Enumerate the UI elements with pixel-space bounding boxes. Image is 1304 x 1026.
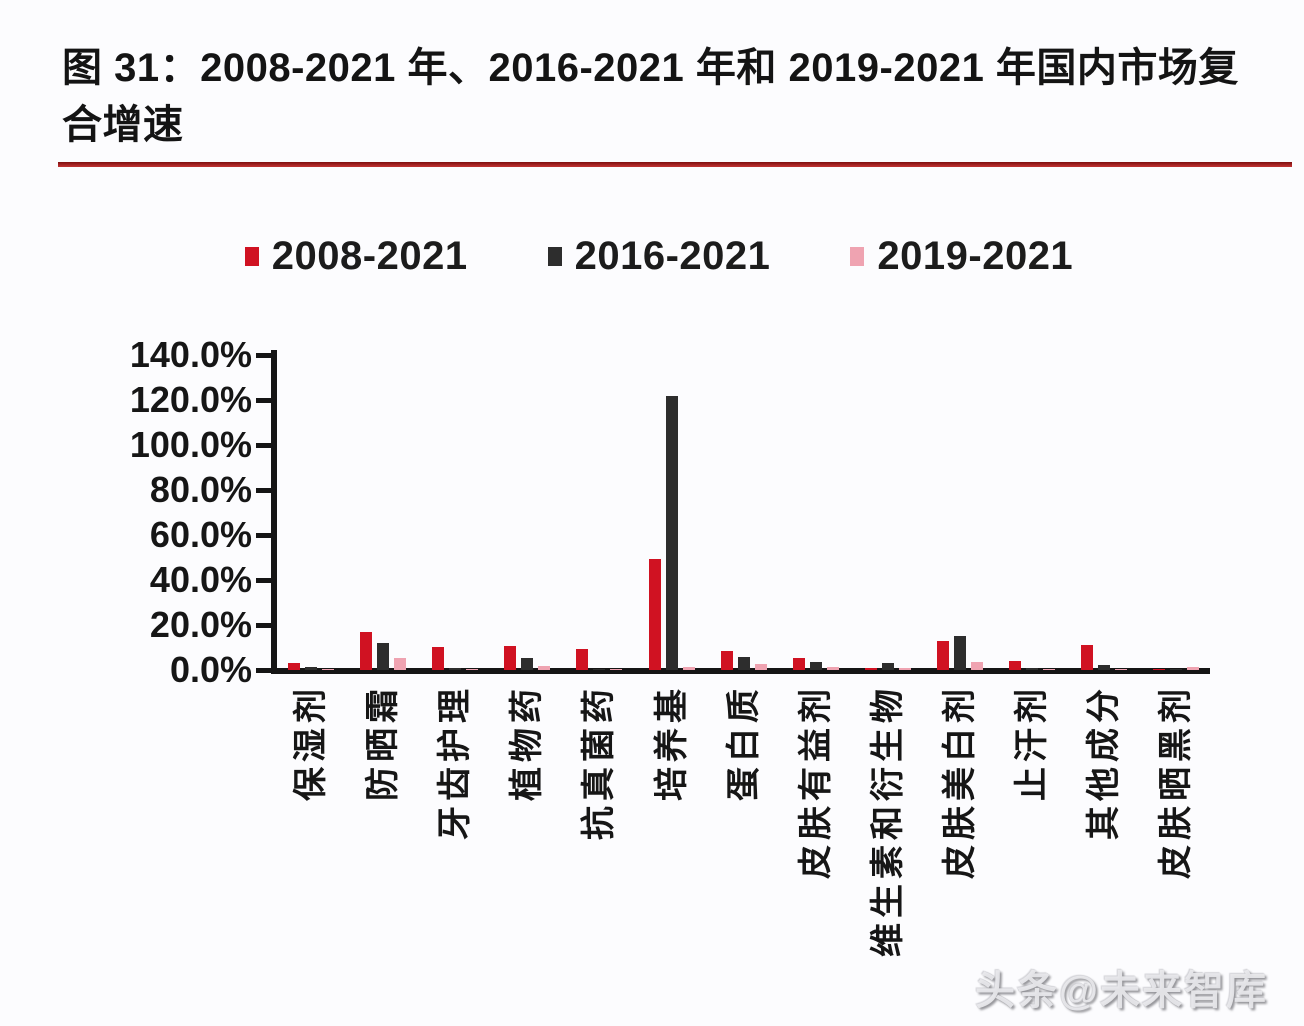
y-axis-label: 140.0% bbox=[129, 334, 252, 375]
bar-2008-2021 bbox=[864, 668, 877, 670]
figure-title-line2: 合增速 bbox=[62, 103, 184, 147]
bar-2019-2021 bbox=[538, 665, 551, 670]
y-axis-label: 120.0% bbox=[129, 379, 252, 420]
y-axis-tick bbox=[256, 398, 272, 403]
x-axis-label: 皮肤晒黑剂 bbox=[1157, 684, 1196, 879]
y-axis-tick bbox=[256, 578, 272, 583]
figure-title-line1: 图 31：2008-2021 年、2016-2021 年和 2019-2021 … bbox=[62, 46, 1239, 90]
y-axis-tick bbox=[256, 353, 272, 358]
y-axis-label: 60.0% bbox=[149, 514, 252, 555]
x-axis-label: 植物药 bbox=[508, 684, 547, 801]
legend-item-2016-2021: 2016-2021 bbox=[547, 233, 771, 279]
y-axis-line bbox=[271, 350, 277, 674]
bar-2008-2021 bbox=[504, 645, 517, 670]
bar-2019-2021 bbox=[322, 668, 334, 670]
chart-legend: 2008-2021 2016-2021 2019-2021 bbox=[0, 228, 1304, 284]
bar-2016-2021 bbox=[953, 636, 966, 670]
bar-2016-2021 bbox=[377, 643, 390, 670]
legend-label: 2008-2021 bbox=[271, 233, 468, 278]
legend-label: 2016-2021 bbox=[574, 233, 771, 278]
bar-2016-2021 bbox=[305, 667, 317, 670]
y-axis-tick bbox=[256, 488, 272, 493]
bar-2016-2021 bbox=[1170, 669, 1183, 670]
bar-2008-2021 bbox=[1081, 645, 1094, 670]
bar-2016-2021 bbox=[809, 662, 822, 670]
x-axis-label: 保湿剂 bbox=[292, 684, 330, 801]
y-axis-tick bbox=[256, 533, 272, 538]
bar-2019-2021 bbox=[754, 664, 767, 670]
y-axis-label: 100.0% bbox=[129, 424, 252, 465]
y-axis-tick bbox=[256, 443, 272, 448]
bar-2019-2021 bbox=[970, 662, 983, 670]
bar-2019-2021 bbox=[1187, 666, 1200, 670]
x-axis-line bbox=[271, 668, 1210, 674]
y-axis-tick bbox=[256, 623, 272, 628]
legend-label: 2019-2021 bbox=[877, 233, 1074, 278]
x-axis-label: 维生素和衍生物 bbox=[868, 684, 907, 957]
legend-item-2019-2021: 2019-2021 bbox=[850, 234, 1073, 279]
bar-2019-2021 bbox=[1115, 669, 1128, 670]
bar-2008-2021 bbox=[720, 650, 733, 670]
bar-2008-2021 bbox=[936, 640, 949, 670]
y-axis-label: 0.0% bbox=[169, 649, 252, 690]
bar-2016-2021 bbox=[1026, 668, 1038, 670]
y-axis-tick bbox=[256, 668, 272, 673]
bar-2008-2021 bbox=[432, 646, 445, 670]
bar-2019-2021 bbox=[394, 657, 407, 670]
bar-2016-2021 bbox=[665, 395, 678, 670]
bar-2019-2021 bbox=[466, 669, 479, 670]
bar-2008-2021 bbox=[288, 663, 300, 670]
x-axis-label: 培养基 bbox=[652, 684, 691, 801]
x-axis-label: 皮肤有益剂 bbox=[796, 684, 835, 879]
bar-2008-2021 bbox=[1009, 661, 1021, 670]
title-underline bbox=[58, 162, 1292, 167]
bar-2008-2021 bbox=[792, 658, 805, 670]
legend-swatch-black bbox=[547, 246, 562, 266]
bar-2008-2021 bbox=[576, 649, 589, 670]
bar-2019-2021 bbox=[826, 666, 839, 670]
legend-item-2008-2021: 2008-2021 bbox=[244, 233, 468, 279]
bar-2008-2021 bbox=[360, 631, 373, 670]
bar-2019-2021 bbox=[898, 667, 911, 670]
x-axis-label: 抗真菌药 bbox=[580, 684, 619, 840]
bar-2016-2021 bbox=[881, 663, 894, 670]
x-axis-label: 防晒霜 bbox=[364, 684, 403, 801]
x-axis-label: 其他成分 bbox=[1085, 684, 1124, 840]
x-axis-label: 牙齿护理 bbox=[436, 684, 475, 840]
legend-swatch-pink bbox=[850, 246, 865, 266]
bar-2019-2021 bbox=[610, 669, 623, 670]
bar-2016-2021 bbox=[1098, 665, 1111, 670]
x-axis-label: 皮肤美白剂 bbox=[940, 684, 979, 879]
bar-2019-2021 bbox=[1043, 669, 1055, 670]
x-axis-label: 止汗剂 bbox=[1013, 684, 1051, 801]
bar-2016-2021 bbox=[521, 658, 534, 670]
bar-2019-2021 bbox=[682, 666, 695, 670]
bar-2016-2021 bbox=[593, 668, 606, 670]
legend-swatch-red bbox=[244, 246, 259, 266]
y-axis-label: 40.0% bbox=[149, 559, 252, 600]
bar-2016-2021 bbox=[449, 668, 462, 670]
bar-2016-2021 bbox=[737, 656, 750, 670]
x-axis-label: 蛋白质 bbox=[724, 684, 763, 801]
bar-2008-2021 bbox=[1153, 669, 1166, 670]
y-axis-label: 20.0% bbox=[149, 604, 252, 645]
bar-2008-2021 bbox=[648, 558, 661, 670]
figure-title: 图 31：2008-2021 年、2016-2021 年和 2019-2021 … bbox=[62, 40, 1294, 154]
y-axis-label: 80.0% bbox=[149, 469, 252, 510]
watermark: 头条@未来智库 bbox=[974, 969, 1268, 1013]
